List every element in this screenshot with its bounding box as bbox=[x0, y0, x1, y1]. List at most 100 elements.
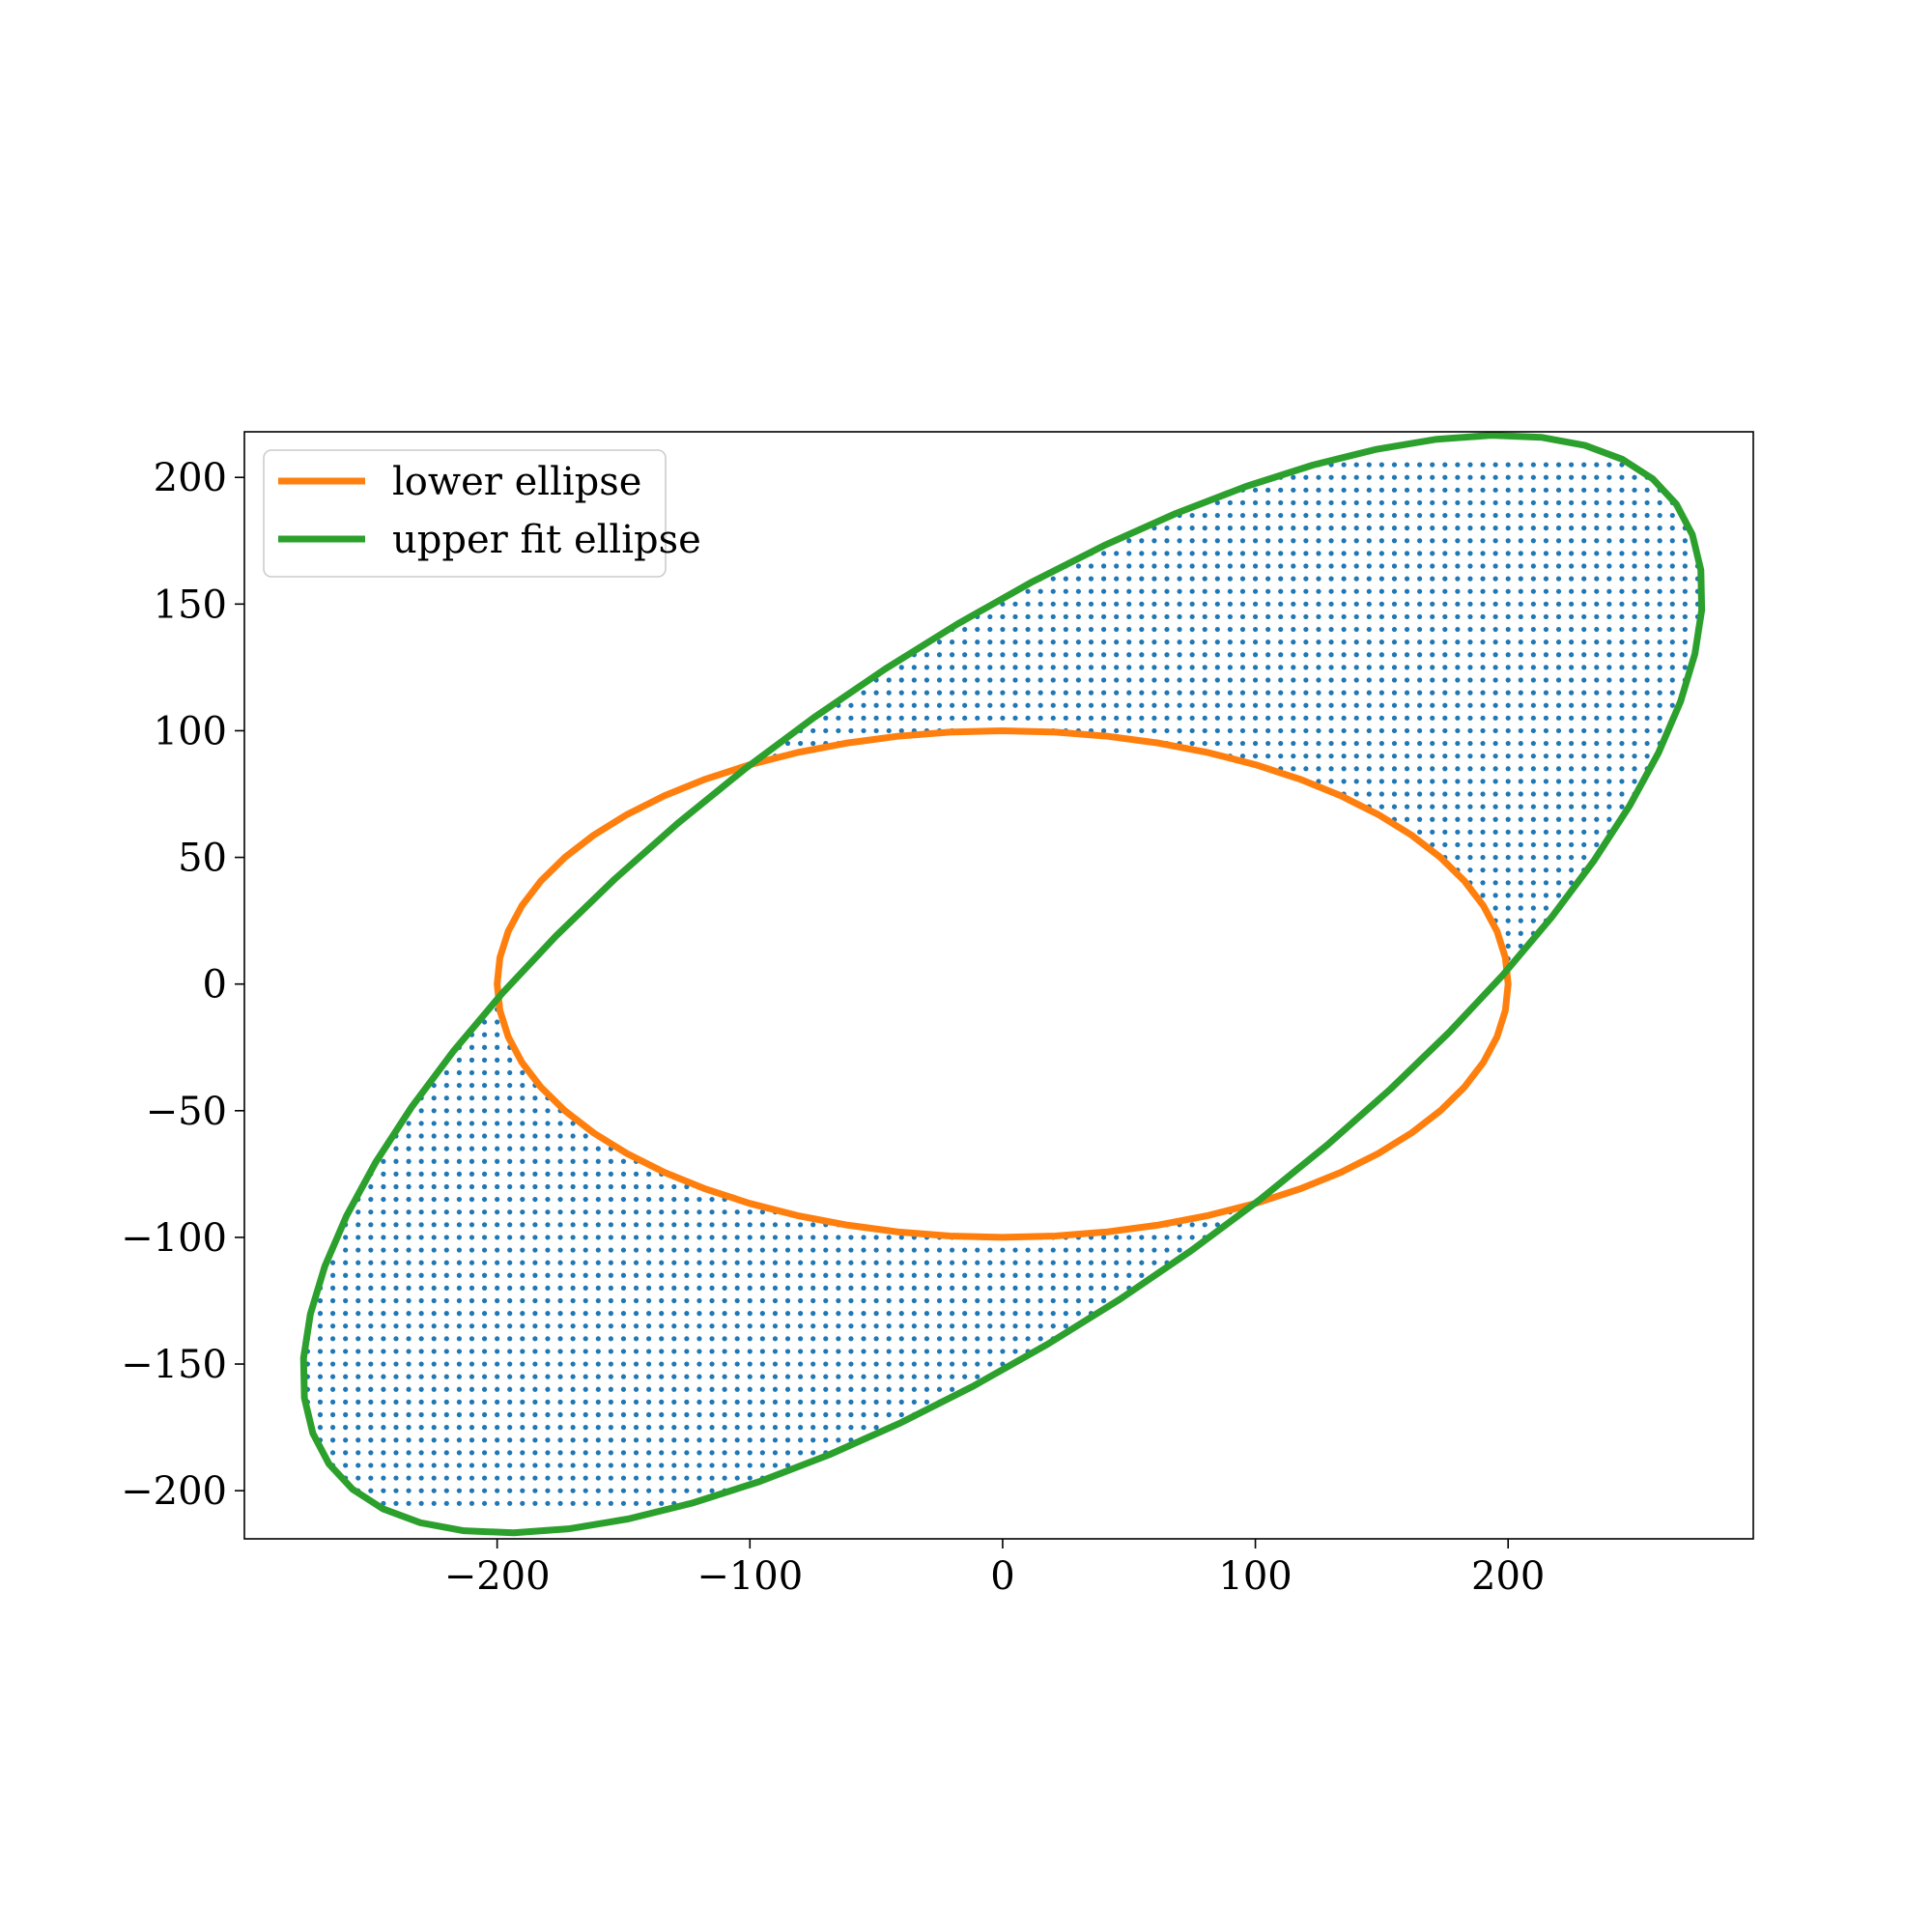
scatter-point bbox=[431, 1336, 437, 1342]
scatter-point bbox=[1505, 576, 1511, 582]
scatter-point bbox=[1442, 474, 1448, 480]
scatter-point bbox=[659, 1297, 665, 1304]
scatter-point bbox=[1682, 588, 1688, 594]
y-tick-label: −200 bbox=[121, 1469, 227, 1514]
scatter-point bbox=[772, 1260, 779, 1265]
scatter-point bbox=[418, 1171, 424, 1177]
scatter-point bbox=[1328, 613, 1334, 620]
scatter-point bbox=[646, 1488, 652, 1493]
scatter-point bbox=[1505, 779, 1511, 784]
scatter-point bbox=[646, 1475, 652, 1481]
scatter-point bbox=[1518, 727, 1523, 734]
scatter-point bbox=[1050, 1311, 1056, 1317]
scatter-point bbox=[443, 1374, 449, 1379]
scatter-point bbox=[456, 1121, 462, 1126]
scatter-point bbox=[709, 1196, 715, 1203]
scatter-point bbox=[784, 1247, 791, 1253]
scatter-point bbox=[1252, 677, 1259, 683]
scatter-point bbox=[406, 1311, 412, 1317]
scatter-point bbox=[469, 1196, 475, 1203]
scatter-point bbox=[873, 1374, 879, 1379]
scatter-point bbox=[848, 1297, 854, 1304]
scatter-point bbox=[620, 1475, 627, 1481]
scatter-point bbox=[962, 1349, 968, 1354]
scatter-point bbox=[836, 1386, 841, 1392]
scatter-point bbox=[861, 715, 867, 721]
scatter-point bbox=[1189, 727, 1195, 734]
scatter-point bbox=[343, 1272, 349, 1278]
scatter-point bbox=[1480, 854, 1486, 861]
scatter-point bbox=[1530, 727, 1536, 734]
scatter-point bbox=[443, 1121, 449, 1126]
scatter-point bbox=[532, 1272, 538, 1278]
scatter-point bbox=[1417, 487, 1423, 493]
scatter-point bbox=[1000, 677, 1006, 683]
scatter-point bbox=[406, 1297, 412, 1304]
scatter-point bbox=[1518, 677, 1523, 683]
scatter-point bbox=[595, 1463, 601, 1468]
scatter-point bbox=[1063, 613, 1068, 620]
scatter-point bbox=[1126, 715, 1132, 721]
scatter-point bbox=[381, 1196, 386, 1203]
scatter-point bbox=[1025, 652, 1031, 658]
scatter-point bbox=[1378, 499, 1384, 506]
scatter-point bbox=[520, 1399, 526, 1405]
scatter-point bbox=[1569, 626, 1575, 633]
scatter-point bbox=[1341, 690, 1347, 696]
scatter-point bbox=[608, 1311, 613, 1317]
scatter-point bbox=[1177, 526, 1182, 531]
y-tick-label: 150 bbox=[154, 582, 227, 627]
scatter-point bbox=[355, 1386, 361, 1392]
scatter-point bbox=[873, 1323, 879, 1329]
scatter-point bbox=[1000, 613, 1006, 620]
scatter-point bbox=[1100, 690, 1107, 696]
scatter-point bbox=[1291, 727, 1296, 734]
scatter-point bbox=[747, 1336, 753, 1342]
scatter-point bbox=[570, 1171, 576, 1177]
scatter-point bbox=[418, 1108, 424, 1114]
scatter-point bbox=[1644, 512, 1650, 519]
scatter-point bbox=[1480, 499, 1486, 506]
scatter-point bbox=[418, 1488, 424, 1493]
scatter-point bbox=[469, 1488, 475, 1493]
scatter-point bbox=[722, 1336, 727, 1342]
scatter-point bbox=[848, 1425, 854, 1431]
scatter-point bbox=[722, 1463, 727, 1468]
scatter-point bbox=[798, 1235, 804, 1240]
scatter-point bbox=[595, 1235, 601, 1240]
scatter-point bbox=[1037, 639, 1043, 645]
scatter-point bbox=[671, 1488, 677, 1493]
scatter-point bbox=[1505, 766, 1511, 772]
scatter-point bbox=[1391, 576, 1398, 582]
scatter-point bbox=[1480, 474, 1486, 480]
scatter-point bbox=[1543, 779, 1549, 784]
scatter-point bbox=[1669, 576, 1675, 582]
scatter-point bbox=[1265, 563, 1271, 569]
scatter-point bbox=[1239, 715, 1246, 721]
scatter-point bbox=[1037, 1272, 1043, 1278]
scatter-point bbox=[671, 1361, 677, 1367]
scatter-point bbox=[684, 1235, 690, 1240]
scatter-point bbox=[1632, 613, 1637, 620]
scatter-point bbox=[1555, 499, 1562, 506]
scatter-point bbox=[1543, 727, 1549, 734]
scatter-point bbox=[1555, 829, 1562, 835]
scatter-point bbox=[431, 1311, 437, 1317]
scatter-point bbox=[1619, 588, 1625, 594]
scatter-point bbox=[950, 1361, 955, 1367]
scatter-point bbox=[1139, 1272, 1145, 1278]
scatter-point bbox=[936, 1323, 943, 1329]
scatter-point bbox=[1328, 588, 1334, 594]
scatter-point bbox=[1100, 563, 1107, 569]
scatter-point bbox=[1391, 474, 1398, 480]
scatter-point bbox=[1569, 613, 1575, 620]
scatter-point bbox=[734, 1386, 740, 1392]
scatter-point bbox=[1164, 563, 1170, 569]
scatter-point bbox=[381, 1463, 386, 1468]
scatter-point bbox=[368, 1475, 374, 1481]
scatter-point bbox=[608, 1183, 613, 1190]
scatter-point bbox=[633, 1323, 639, 1329]
scatter-point bbox=[1518, 601, 1523, 607]
scatter-point bbox=[784, 1425, 791, 1431]
scatter-point bbox=[734, 1209, 740, 1215]
